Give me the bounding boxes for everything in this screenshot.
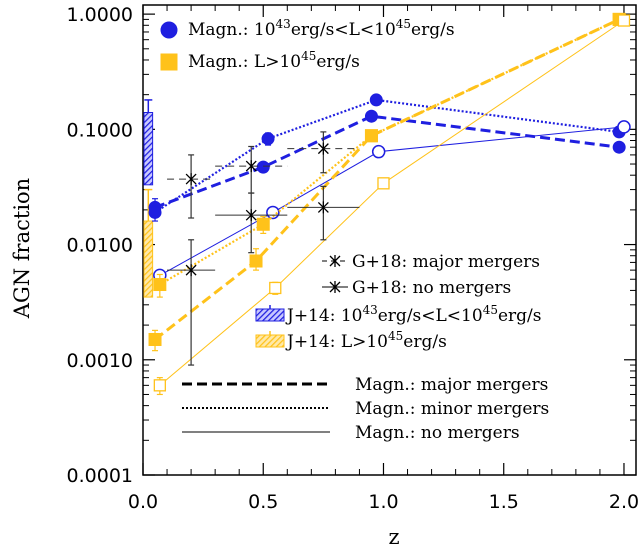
y-tick-label: 0.0010 — [67, 350, 133, 372]
y-tick-label: 0.1000 — [67, 119, 133, 141]
series-none — [153, 14, 631, 396]
data-point — [185, 173, 197, 186]
y-tick-label: 0.0001 — [67, 465, 133, 487]
data-point — [261, 132, 275, 146]
data-point — [612, 140, 626, 154]
series-layer — [148, 12, 631, 396]
axis-ticks: 0.0 0.5 1.0 1.5 2.0 0.0001 0.0010 0.0100 0.1000 1… — [67, 4, 640, 513]
legend-label: J+14: L>1045erg/s — [285, 329, 447, 352]
series-minor — [148, 93, 626, 222]
series-line — [159, 126, 625, 276]
data-point — [317, 142, 329, 155]
x-axis-title: z — [388, 525, 399, 549]
legend-label: G+18: no mergers — [352, 278, 511, 298]
legend-label: Magn.: 1043erg/s<L<1045erg/s — [188, 17, 455, 40]
legend-mid: G+18: major mergers G+18: no mergers J+14:… — [255, 252, 542, 352]
data-point — [617, 14, 631, 27]
data-point — [249, 254, 263, 268]
series-line — [159, 18, 620, 286]
data-point — [256, 160, 270, 174]
series-none — [153, 120, 631, 283]
data-point — [364, 129, 378, 143]
series-g18none — [167, 185, 360, 366]
legend-bottom: Magn.: major mergers Magn.: minor mergers… — [182, 375, 549, 443]
legend-top: Magn.: 1043erg/s<L<1045erg/s Magn.: L>104… — [160, 17, 455, 72]
data-point — [329, 281, 341, 293]
legend-label: J+14: 1043erg/s<L<1045erg/s — [285, 303, 542, 326]
y-tick-label: 1.0000 — [67, 4, 133, 26]
x-tick-label: 0.0 — [128, 491, 158, 513]
data-point — [153, 278, 167, 292]
plot-border — [142, 4, 637, 476]
j14-bar — [143, 220, 154, 298]
data-point — [371, 144, 386, 159]
series-line — [159, 20, 625, 386]
plot-frame — [142, 4, 637, 476]
data-point — [148, 332, 162, 346]
x-tick-label: 1.5 — [489, 491, 519, 513]
data-point — [256, 217, 270, 231]
data-point — [245, 160, 257, 173]
series-minor — [153, 12, 626, 298]
data-point — [317, 201, 329, 214]
data-point — [364, 109, 378, 123]
legend-swatch — [255, 334, 285, 348]
y-tick-label: 0.0100 — [67, 235, 133, 257]
series-major — [148, 109, 626, 216]
j14-bar — [143, 112, 154, 186]
x-tick-label: 1.0 — [368, 491, 398, 513]
y-axis-title: AGN fraction — [10, 178, 34, 319]
data-point — [329, 255, 341, 267]
legend-swatch — [255, 308, 285, 322]
x-tick-label: 2.0 — [609, 491, 639, 513]
legend-label: Magn.: major mergers — [355, 375, 548, 395]
data-point — [148, 205, 162, 219]
legend-label: Magn.: minor mergers — [355, 399, 549, 419]
data-point — [617, 120, 631, 134]
data-point — [377, 177, 390, 190]
data-point — [269, 281, 282, 295]
series-g18major — [167, 131, 360, 219]
data-point — [160, 53, 178, 71]
data-point — [369, 93, 383, 107]
data-point — [153, 379, 166, 392]
data-point — [185, 264, 197, 277]
data-point — [245, 209, 257, 222]
series-line — [154, 114, 620, 209]
data-point — [160, 21, 178, 39]
legend-label: G+18: major mergers — [352, 252, 540, 272]
j14-bars — [143, 99, 154, 298]
legend-label: Magn.: L>1045erg/s — [188, 49, 360, 72]
legend-label: Magn.: no mergers — [355, 423, 520, 443]
x-tick-label: 0.5 — [248, 491, 278, 513]
series-line — [154, 98, 620, 214]
